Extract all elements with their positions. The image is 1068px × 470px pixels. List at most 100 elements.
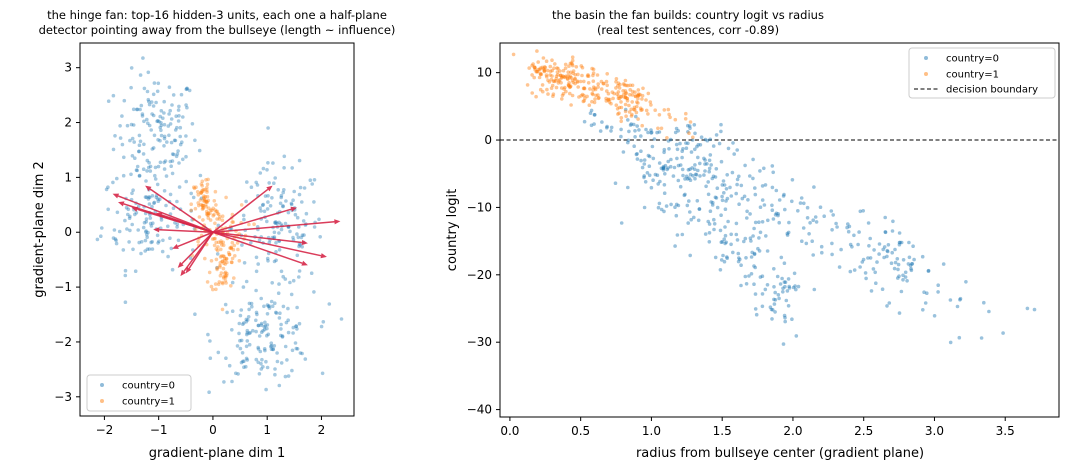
point-country0 [259,361,263,366]
point-country0 [272,259,277,264]
point-country0 [598,129,603,133]
point-country0 [889,261,894,266]
point-country1 [558,78,562,82]
point-country0 [276,188,281,192]
point-country0 [711,144,716,148]
point-country0 [856,242,860,247]
point-country0 [720,240,725,244]
point-country1 [201,206,205,211]
y-tick-label: 0 [484,133,492,147]
point-country1 [558,69,562,73]
point-country0 [646,153,651,158]
point-country0 [274,220,278,224]
point-country0 [771,217,776,221]
point-country1 [616,112,620,116]
point-country0 [964,280,968,284]
point-country0 [649,185,654,190]
point-country0 [279,333,283,338]
point-country0 [786,304,791,308]
point-country0 [148,221,153,226]
point-country0 [792,271,797,276]
point-country0 [144,230,148,234]
left-arrows [112,185,341,277]
unit-arrow [177,231,214,248]
point-country0 [143,195,148,199]
point-country1 [560,76,564,80]
point-country0 [134,211,139,215]
right-legend-marker-country0 [924,56,928,60]
point-country0 [167,112,171,116]
point-country0 [710,176,715,181]
point-country0 [926,269,931,273]
point-country1 [549,86,554,90]
point-country0 [739,283,743,288]
point-country0 [609,129,613,133]
point-country1 [617,96,622,101]
point-country0 [275,359,280,364]
point-country0 [739,183,744,188]
point-country0 [104,187,109,192]
point-country1 [206,198,211,203]
point-country0 [734,191,738,196]
point-country0 [130,154,135,158]
point-country0 [176,119,181,123]
point-country0 [256,323,261,328]
point-country0 [883,230,888,235]
point-country1 [632,105,637,110]
point-country0 [265,219,269,224]
point-country1 [605,83,609,88]
point-country0 [811,253,815,257]
point-country0 [785,231,790,236]
point-country1 [548,69,553,74]
point-country1 [574,65,579,69]
point-country1 [593,87,598,92]
point-country0 [270,304,275,309]
point-country0 [111,236,116,240]
point-country0 [787,284,791,289]
point-country1 [535,49,539,53]
left-title-line2: detector pointing away from the bullseye… [39,23,396,37]
point-country0 [714,133,719,137]
point-country1 [538,87,543,92]
point-country0 [118,136,123,140]
point-country0 [634,152,639,157]
point-country0 [923,301,928,305]
point-country0 [689,150,694,154]
point-country0 [132,140,136,144]
point-country0 [769,307,774,312]
point-country1 [536,60,540,64]
point-country0 [592,122,596,126]
point-country0 [286,330,291,335]
point-country0 [682,193,687,198]
point-country0 [742,239,746,244]
point-country0 [180,140,184,144]
point-country1 [570,58,575,63]
point-country0 [279,222,283,226]
point-country0 [723,225,727,229]
point-country1 [571,69,576,73]
point-country1 [239,203,244,207]
point-country1 [530,73,534,77]
unit-arrow-head [145,185,152,192]
point-country0 [782,192,786,197]
point-country0 [130,191,134,196]
point-country0 [649,130,654,135]
point-country0 [725,196,730,201]
point-country0 [294,346,299,351]
point-country1 [582,99,586,103]
point-country0 [297,269,302,273]
point-country1 [541,56,546,60]
point-country0 [249,241,253,245]
point-country0 [241,285,246,289]
point-country1 [204,205,209,209]
point-country0 [861,257,866,262]
unit-arrow-head [301,239,308,246]
point-country0 [753,186,757,190]
point-country0 [161,116,165,120]
point-country0 [137,173,142,178]
point-country0 [284,320,289,325]
point-country0 [724,240,728,245]
point-country0 [296,235,301,240]
point-country0 [123,268,128,273]
point-country1 [633,108,637,112]
